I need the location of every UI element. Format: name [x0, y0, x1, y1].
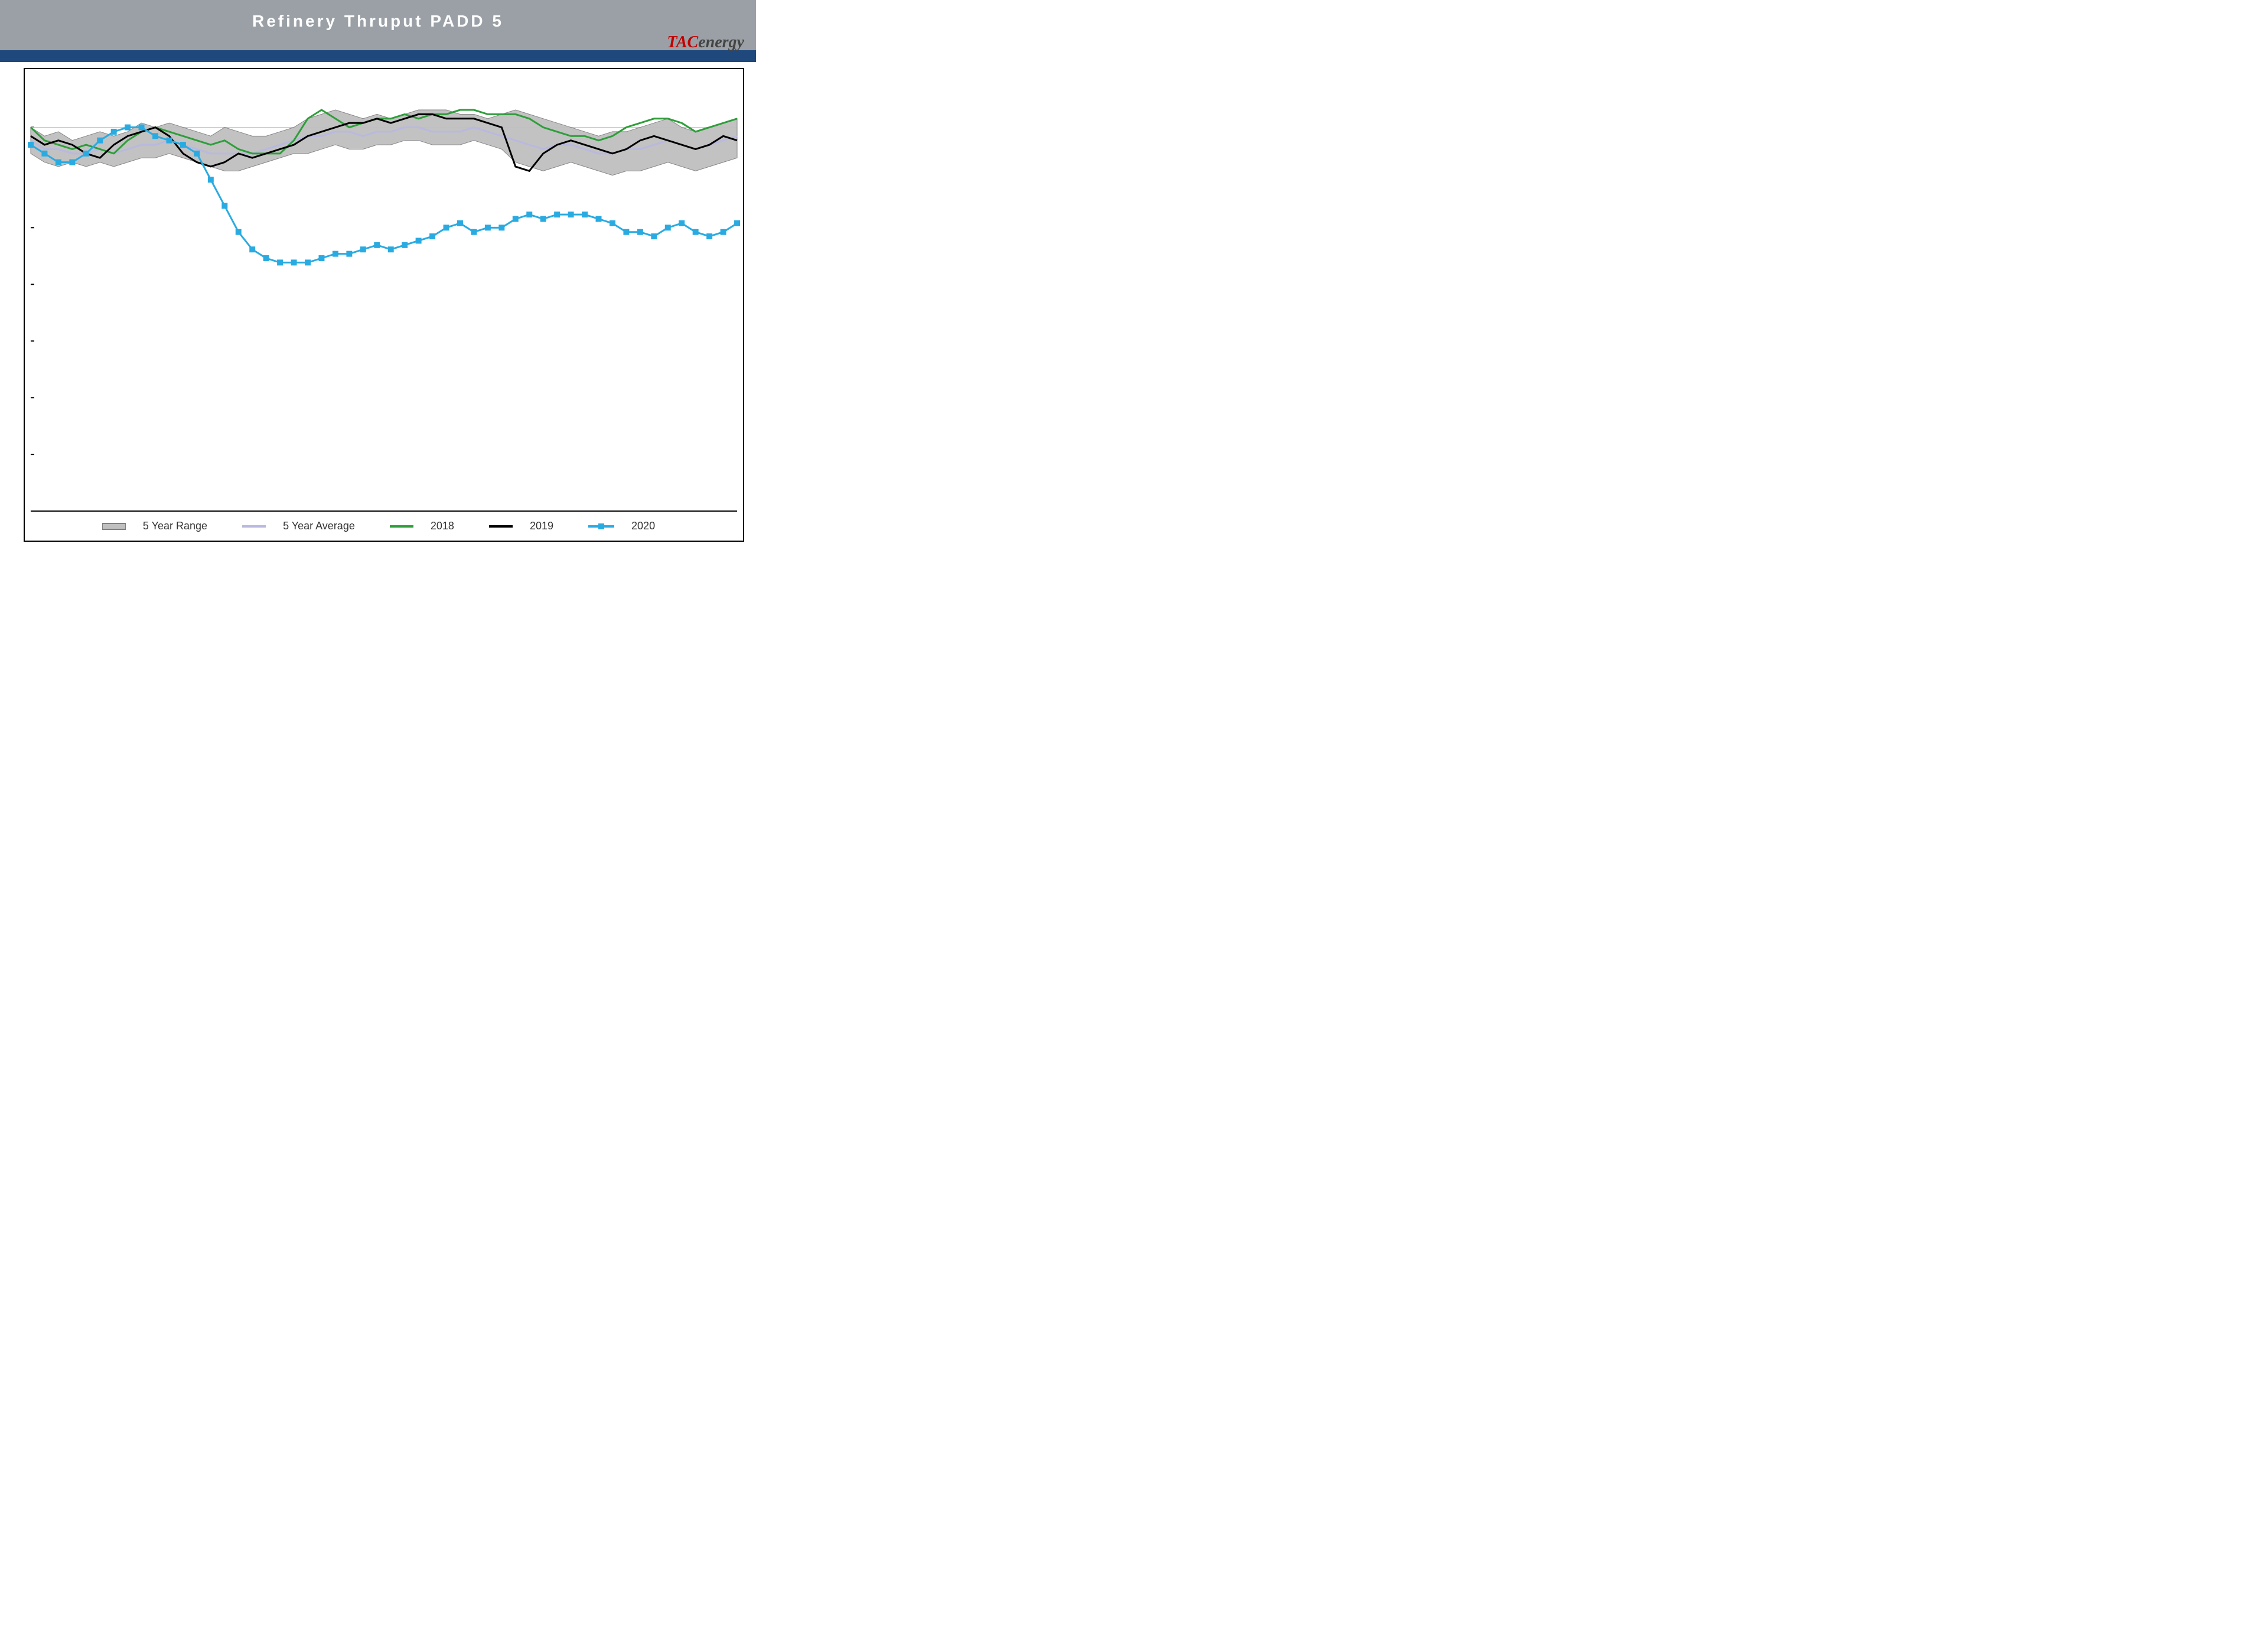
legend-2020: 2020 — [588, 519, 666, 532]
legend-2019-label: 2019 — [530, 520, 553, 532]
logo-tac: TAC — [667, 33, 698, 51]
accent-bar — [0, 50, 756, 62]
chart-svg — [25, 69, 743, 541]
legend-avg: 5 Year Average — [242, 519, 366, 532]
avg-swatch-icon — [242, 522, 266, 531]
legend-range-label: 5 Year Range — [143, 520, 207, 532]
range-swatch-icon — [102, 522, 126, 531]
legend: 5 Year Range 5 Year Average 2018 2019 20… — [25, 519, 743, 532]
legend-2019: 2019 — [489, 519, 564, 532]
legend-avg-label: 5 Year Average — [283, 520, 355, 532]
logo-energy: energy — [698, 33, 744, 51]
title-bar: Refinery Thruput PADD 5 — [0, 0, 756, 50]
y2019-swatch-icon — [489, 522, 513, 531]
legend-2018: 2018 — [390, 519, 465, 532]
y2018-swatch-icon — [390, 522, 413, 531]
legend-2018-label: 2018 — [431, 520, 454, 532]
chart-container: Refinery Thruput PADD 5 TACenergy 5 Year… — [0, 0, 756, 548]
legend-range: 5 Year Range — [102, 519, 218, 532]
chart-title: Refinery Thruput PADD 5 — [0, 12, 756, 31]
plot-area: 5 Year Range 5 Year Average 2018 2019 20… — [24, 68, 744, 542]
brand-logo: TACenergy — [667, 32, 744, 52]
legend-2020-label: 2020 — [631, 520, 655, 532]
y2020-swatch-icon — [588, 522, 614, 531]
